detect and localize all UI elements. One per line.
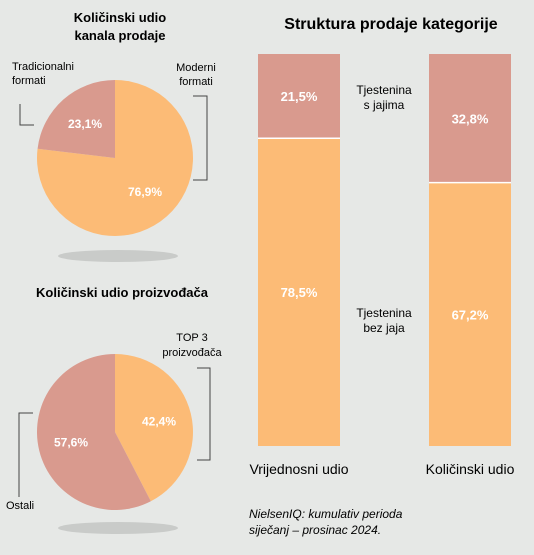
pie2-value-label-ostali: 57,6% <box>54 436 88 450</box>
pie1-slice-tradicionalni-formati <box>37 80 116 158</box>
pie1-leader-moderni <box>193 95 208 181</box>
pie2-slice-label-top3-line2: proizvođača <box>162 347 222 359</box>
pie1-value-label-tradicionalni-formati: 23,1% <box>68 117 102 131</box>
bar-vrijednosni-udio-tjestenina-s-jajima <box>258 54 340 139</box>
bar-value-label-vrijednosni-udio-tjestenina-bez-jaja: 78,5% <box>281 285 318 300</box>
series-label-s-jajima-line2: s jajima <box>364 98 405 112</box>
series-label-bez-jaja-line2: bez jaja <box>363 321 405 335</box>
pie2-shadow <box>58 522 178 534</box>
pie2-value-label-top-3-proizvo-aca: 42,4% <box>142 414 176 428</box>
pie1-leader-tradicionalni <box>19 104 34 126</box>
pie1-title-line2: kanala prodaje <box>74 28 165 43</box>
pie2-slice-top-3-proizvo-aca <box>115 354 193 502</box>
pie1-title-line1: Količinski udio <box>74 10 167 25</box>
pie2-title: Količinski udio proizvođača <box>36 285 209 300</box>
pie1-shadow <box>58 250 178 262</box>
bar-chart-title: Struktura prodaje kategorije <box>284 16 497 33</box>
bar-vrijednosni-udio-tjestenina-bez-jaja <box>258 138 340 446</box>
bar-value-label-kolicinski-udio-tjestenina-bez-jaja: 67,2% <box>452 307 489 322</box>
pie1-slice-label-tradicionalni-line2: formati <box>12 75 46 87</box>
pie2-leader-top3 <box>197 367 211 461</box>
pie1-slice-moderni-formati <box>37 79 194 237</box>
series-label-bez-jaja-line1: Tjestenina <box>356 306 412 320</box>
pie-chart-channels: Količinski udio kanala prodaje 76,9% 23,1… <box>12 10 216 262</box>
pie1-slice-label-tradicionalni-line1: Tradicionalni <box>12 61 74 73</box>
category-label-kolicinski: Količinski udio <box>426 461 515 477</box>
pie-chart-producers: Količinski udio proizvođača 42,4% 57,6% T… <box>6 285 223 534</box>
bar-kolicinski-udio-tjestenina-bez-jaja <box>429 182 511 446</box>
pie2-slice-ostali <box>36 354 151 510</box>
pie2-leader-ostali <box>18 412 33 497</box>
series-label-s-jajima-line1: Tjestenina <box>356 83 412 97</box>
pie1-slice-label-moderni-line2: formati <box>179 76 213 88</box>
pie1-slice-label-moderni-line1: Moderni <box>176 62 216 74</box>
stacked-bar-chart: Struktura prodaje kategorije 21,5% 78,5% 3… <box>249 16 514 477</box>
bar-value-label-vrijednosni-udio-tjestenina-s-jajima: 21,5% <box>281 89 318 104</box>
pie2-slice-label-top3-line1: TOP 3 <box>176 332 207 344</box>
bar-value-label-kolicinski-udio-tjestenina-s-jajima: 32,8% <box>452 111 489 126</box>
bar-kolicinski-udio-tjestenina-s-jajima <box>429 54 511 183</box>
pie2-slice-label-ostali: Ostali <box>6 500 34 512</box>
source-note-line2: siječanj – prosinac 2024. <box>249 523 381 537</box>
pie1-value-label-moderni-formati: 76,9% <box>128 185 162 199</box>
category-label-vrijednosni: Vrijednosni udio <box>249 461 348 477</box>
source-note-line1: NielsenIQ: kumulativ perioda <box>249 507 403 521</box>
